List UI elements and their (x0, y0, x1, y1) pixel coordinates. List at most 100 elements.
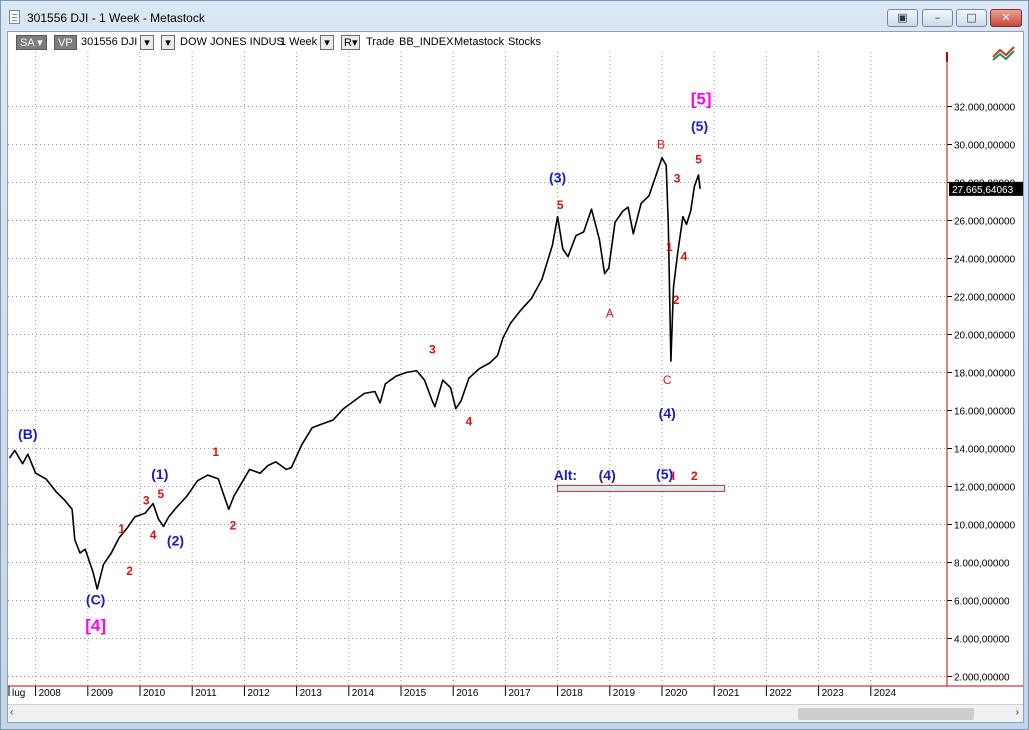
last-price-tag (949, 181, 1023, 196)
close-button[interactable]: ✕ (990, 9, 1022, 27)
alt-wave-label[interactable]: 2 (691, 469, 698, 483)
wave-label[interactable]: 3 (429, 343, 436, 357)
x-tick-label: 2012 (247, 688, 270, 699)
x-tick-label: 2020 (665, 688, 688, 699)
wave-label[interactable]: 5 (158, 487, 165, 501)
x-tick-label: 2024 (874, 688, 897, 699)
alt-wave-label[interactable]: Alt: (554, 467, 577, 483)
trade-label: Trade (366, 36, 395, 48)
x-tick-label: 2019 (613, 688, 636, 699)
price-line[interactable] (8, 157, 701, 590)
x-tick-label: 2013 (300, 688, 323, 699)
alt-count-box[interactable] (557, 484, 726, 492)
wave-label[interactable]: 2 (673, 293, 680, 307)
wave-label[interactable]: (1) (151, 466, 168, 482)
security-name: DOW JONES INDUS (180, 36, 284, 48)
y-tick-label: 24.000,00000 (954, 255, 1016, 266)
document-icon: ▣ (897, 11, 908, 24)
scroll-thumb[interactable] (798, 708, 974, 720)
wave-label[interactable]: (4) (659, 405, 676, 421)
chevron-down-icon: ▾ (37, 37, 43, 49)
r-label: R (344, 37, 352, 49)
alt-wave-label[interactable]: (5) (656, 466, 673, 482)
restore-document-button[interactable]: ▣ (887, 9, 918, 27)
wave-label[interactable]: (2) (167, 532, 184, 548)
wave-label[interactable]: 2 (126, 564, 133, 578)
minimize-button[interactable]: – (922, 9, 953, 27)
wave-label[interactable]: 4 (466, 415, 473, 429)
symbol-dropdown[interactable]: ▾ (140, 35, 154, 50)
y-tick-label: 4.000,00000 (954, 635, 1010, 646)
wave-label[interactable]: (3) (549, 170, 566, 186)
chart-window: SA ▾ VP 301556 DJI ▾ ▾ DOW JONES INDUS 1… (7, 31, 1024, 723)
wave-label[interactable]: [5] (691, 90, 712, 109)
scroll-left-icon[interactable]: ‹ (10, 707, 14, 718)
scroll-right-icon[interactable]: › (1015, 707, 1019, 718)
alt-wave-label[interactable]: I (672, 469, 675, 483)
wave-label[interactable]: 4 (681, 249, 688, 263)
wave-label[interactable]: [4] (85, 616, 106, 635)
symbol-label: 301556 DJI (81, 36, 138, 48)
vp-button[interactable]: VP (54, 35, 77, 50)
x-tick-label: 2017 (508, 688, 531, 699)
x-tick-label: 2023 (822, 688, 845, 699)
maximize-icon: □ (966, 11, 977, 24)
y-tick-label: 14.000,00000 (954, 445, 1016, 456)
r-dropdown[interactable]: R▾ (341, 35, 361, 50)
chevron-down-icon: ▾ (144, 37, 150, 49)
stocks-label: Stocks (508, 36, 542, 48)
wave-label[interactable]: 1 (212, 445, 219, 459)
title-bar[interactable]: 301556 DJI - 1 Week - Metastock ▣ – □ ✕ (1, 1, 1029, 31)
y-tick-label: 8.000,00000 (954, 559, 1010, 570)
y-tick-label: 10.000,00000 (954, 521, 1016, 532)
wave-label[interactable]: (B) (18, 426, 37, 442)
y-tick-label: 26.000,00000 (954, 217, 1016, 228)
plot-area[interactable] (8, 52, 947, 686)
x-tick-label: 2008 (39, 688, 62, 699)
x-tick-label: 2014 (352, 688, 375, 699)
wave-label[interactable]: 4 (150, 528, 157, 542)
wave-label[interactable]: 3 (674, 172, 681, 186)
wave-label[interactable]: 3 (143, 494, 150, 508)
y-tick-label: 30.000,00000 (954, 141, 1016, 152)
price-chart[interactable]: 2.000,00000 4.000,00000 6.000,00000 8.000,0… (8, 32, 1023, 704)
periodicity-label: 1 Week (280, 36, 318, 48)
periodicity-dropdown[interactable]: ▾ (320, 35, 334, 50)
security-dropdown[interactable]: ▾ (161, 35, 175, 50)
x-tick-label: 2011 (195, 688, 217, 699)
horizontal-scrollbar[interactable]: ‹ › (8, 704, 1023, 722)
chart-settings-icon-alt (992, 50, 1015, 61)
index-label: BB_INDEX (399, 36, 454, 48)
x-tick-label: 2009 (91, 688, 114, 699)
wave-label[interactable]: 2 (230, 518, 237, 532)
wave-label[interactable]: (C) (86, 591, 105, 607)
y-tick-label: 20.000,00000 (954, 331, 1016, 342)
chart-settings-icon[interactable] (992, 46, 1015, 58)
y-tick-label: 22.000,00000 (954, 293, 1016, 304)
wave-label[interactable]: 1 (666, 240, 673, 254)
y-tick-label: 2.000,00000 (954, 673, 1010, 684)
chart-toolbar: SA ▾ VP 301556 DJI ▾ ▾ DOW JONES INDUS 1… (8, 32, 1023, 52)
wave-label[interactable]: 5 (695, 153, 702, 167)
y-tick-label: 18.000,00000 (954, 369, 1016, 380)
sa-label: SA (20, 37, 35, 49)
chevron-down-icon: ▾ (165, 37, 171, 49)
x-tick-label: lug (12, 688, 25, 699)
chevron-down-icon: ▾ (324, 37, 330, 49)
wave-label[interactable]: B (657, 137, 665, 151)
x-tick-label: 2015 (404, 688, 427, 699)
wave-label[interactable]: A (606, 306, 614, 320)
chart-document-icon (9, 10, 20, 24)
wave-label[interactable]: 1 (118, 522, 125, 536)
wave-label[interactable]: 5 (557, 198, 564, 212)
x-tick-label: 2018 (561, 688, 584, 699)
wave-label[interactable]: (5) (691, 118, 708, 134)
alt-wave-label[interactable]: (4) (599, 467, 616, 483)
wave-label[interactable]: C (663, 373, 672, 387)
x-tick-label: 2016 (456, 688, 479, 699)
close-icon: ✕ (1001, 11, 1011, 24)
maximize-button[interactable]: □ (956, 9, 987, 27)
sa-dropdown[interactable]: SA ▾ (16, 35, 47, 50)
y-tick-label: 6.000,00000 (954, 597, 1010, 608)
